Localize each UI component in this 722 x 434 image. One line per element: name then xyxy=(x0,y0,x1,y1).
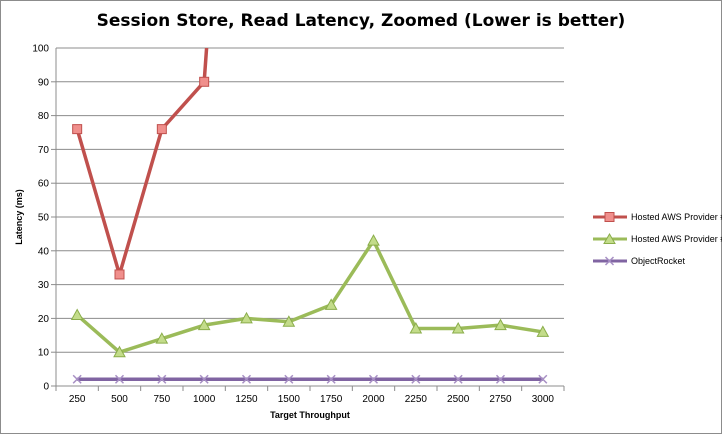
y-tick-label: 70 xyxy=(38,145,50,156)
data-point-x xyxy=(284,374,294,384)
data-point-triangle xyxy=(113,345,126,358)
y-tick-label: 40 xyxy=(38,246,50,257)
data-point-square xyxy=(199,76,210,87)
legend-marker-triangle-icon xyxy=(593,233,627,244)
x-axis-label: Target Throughput xyxy=(270,410,350,420)
y-tick-label: 100 xyxy=(32,44,49,55)
x-tick-label: 1750 xyxy=(320,394,343,405)
data-point-triangle xyxy=(155,332,169,344)
data-point-x xyxy=(538,374,548,384)
data-point-triangle xyxy=(451,322,465,334)
x-tick-label: 750 xyxy=(153,394,170,405)
data-point-x xyxy=(241,374,252,384)
y-tick-label: 60 xyxy=(38,179,50,190)
x-tick-label: 1000 xyxy=(193,394,216,405)
chart-title: Session Store, Read Latency, Zoomed (Low… xyxy=(96,11,626,31)
y-axis-label: Latency (ms) xyxy=(14,189,24,245)
y-tick-label: 80 xyxy=(38,111,50,122)
legend-marker-square-icon xyxy=(593,212,627,222)
x-tick-label: 2250 xyxy=(405,394,428,405)
x-tick-label: 3000 xyxy=(532,394,555,405)
data-point-triangle xyxy=(282,315,296,327)
data-point-x xyxy=(114,374,125,384)
data-point-square xyxy=(114,269,125,280)
y-tick-label: 30 xyxy=(38,280,50,291)
legend: Hosted AWS Provider #2 Hosted AWS Provid… xyxy=(591,206,722,272)
x-tick-label: 500 xyxy=(111,394,128,405)
data-point-x xyxy=(368,374,379,384)
data-point-x xyxy=(495,374,506,384)
x-tick-label: 1250 xyxy=(235,394,258,405)
series-line-1 xyxy=(76,238,544,354)
data-point-x xyxy=(199,374,209,384)
legend-item-objectrocket: ObjectRocket xyxy=(591,250,722,272)
data-point-x xyxy=(157,374,167,384)
y-tick-label: 10 xyxy=(38,348,50,359)
y-tick-label: 0 xyxy=(43,382,49,393)
data-point-square xyxy=(156,124,167,135)
data-point-triangle xyxy=(536,325,550,337)
x-tick-label: 2500 xyxy=(447,394,470,405)
data-point-triangle xyxy=(240,311,253,324)
data-point-triangle xyxy=(494,318,507,331)
data-point-x xyxy=(453,374,463,384)
y-tick-label: 20 xyxy=(38,314,50,325)
series-line-0 xyxy=(75,48,209,277)
legend-item-provider-1: Hosted AWS Provider #1 xyxy=(591,228,722,250)
data-point-triangle xyxy=(324,298,338,310)
x-tick-label: 1500 xyxy=(278,394,301,405)
data-point-x xyxy=(326,374,336,384)
x-tick-label: 250 xyxy=(69,394,86,405)
data-point-x xyxy=(411,374,421,384)
data-point-triangle xyxy=(70,308,84,321)
legend-item-provider-2: Hosted AWS Provider #2 xyxy=(591,206,722,228)
legend-label-provider-1: Hosted AWS Provider #1 xyxy=(631,234,722,244)
data-point-triangle xyxy=(367,234,380,246)
data-point-square xyxy=(72,124,83,135)
legend-label-objectrocket: ObjectRocket xyxy=(631,256,686,266)
data-point-triangle xyxy=(409,322,423,334)
data-point-triangle xyxy=(197,318,211,331)
legend-marker-x-icon xyxy=(593,256,627,266)
y-tick-label: 90 xyxy=(38,77,50,88)
x-tick-label: 2750 xyxy=(489,394,512,405)
x-tick-label: 2000 xyxy=(362,394,385,405)
data-point-x xyxy=(72,374,82,384)
legend-label-provider-2: Hosted AWS Provider #2 xyxy=(631,212,722,222)
y-tick-label: 50 xyxy=(38,213,50,224)
